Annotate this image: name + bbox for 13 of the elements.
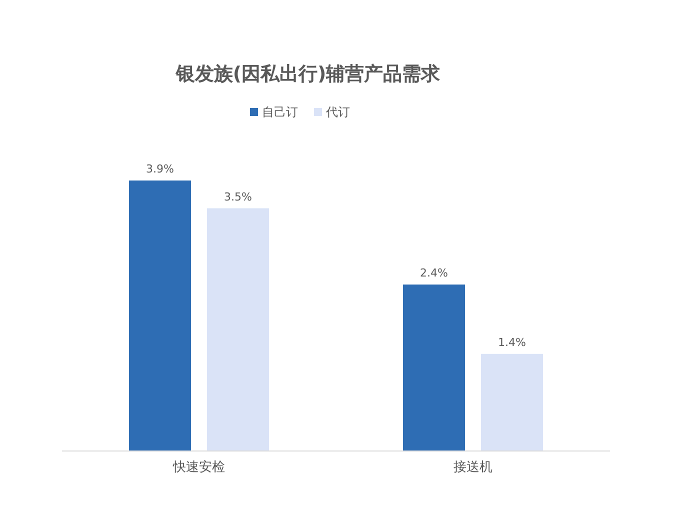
bar bbox=[481, 354, 543, 451]
data-label: 3.9% bbox=[146, 162, 174, 176]
data-label: 1.4% bbox=[498, 336, 526, 349]
chart-title: 银发族(因私出行)辅营产品需求 bbox=[174, 63, 442, 85]
bar bbox=[207, 208, 269, 451]
data-label: 3.5% bbox=[224, 190, 252, 204]
x-tick-label: 接送机 bbox=[454, 460, 492, 475]
x-tick-label: 快速安检 bbox=[172, 459, 225, 475]
legend-label: 代订 bbox=[325, 105, 350, 119]
legend-label: 自己订 bbox=[262, 105, 298, 119]
data-label: 2.4% bbox=[420, 266, 448, 280]
bar bbox=[403, 284, 465, 451]
bar bbox=[129, 180, 191, 451]
